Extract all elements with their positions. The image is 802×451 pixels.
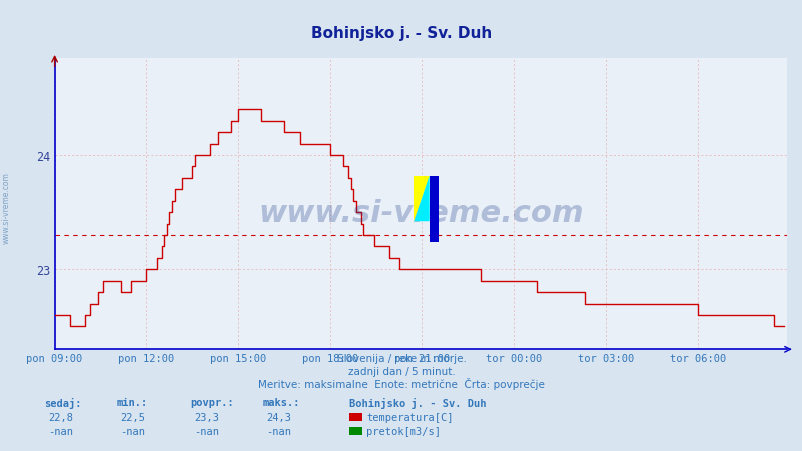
Text: 22,8: 22,8 xyxy=(48,412,73,422)
Text: zadnji dan / 5 minut.: zadnji dan / 5 minut. xyxy=(347,366,455,376)
Bar xyxy=(429,176,438,242)
Text: maks.:: maks.: xyxy=(262,397,300,407)
Text: sedaj:: sedaj: xyxy=(44,397,82,408)
Text: -nan: -nan xyxy=(266,426,291,436)
Polygon shape xyxy=(414,176,429,222)
Text: 23,3: 23,3 xyxy=(194,412,219,422)
Text: Slovenija / reke in morje.: Slovenija / reke in morje. xyxy=(336,354,466,364)
Text: povpr.:: povpr.: xyxy=(190,397,233,407)
Polygon shape xyxy=(414,176,429,222)
Text: min.:: min.: xyxy=(116,397,148,407)
Text: -nan: -nan xyxy=(48,426,73,436)
Text: Bohinjsko j. - Sv. Duh: Bohinjsko j. - Sv. Duh xyxy=(349,397,486,408)
Text: www.si-vreme.com: www.si-vreme.com xyxy=(2,171,11,244)
Text: temperatura[C]: temperatura[C] xyxy=(366,412,453,422)
Text: Bohinjsko j. - Sv. Duh: Bohinjsko j. - Sv. Duh xyxy=(310,26,492,41)
Text: -nan: -nan xyxy=(120,426,145,436)
Text: Meritve: maksimalne  Enote: metrične  Črta: povprečje: Meritve: maksimalne Enote: metrične Črta… xyxy=(257,377,545,389)
Text: -nan: -nan xyxy=(194,426,219,436)
Text: 22,5: 22,5 xyxy=(120,412,145,422)
Text: www.si-vreme.com: www.si-vreme.com xyxy=(257,198,583,227)
Text: pretok[m3/s]: pretok[m3/s] xyxy=(366,426,440,436)
Text: 24,3: 24,3 xyxy=(266,412,291,422)
